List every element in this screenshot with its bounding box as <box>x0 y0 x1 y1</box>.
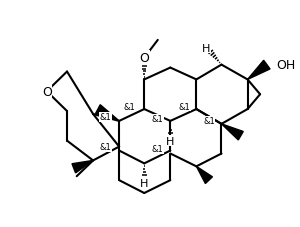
Text: &1: &1 <box>152 115 164 124</box>
Polygon shape <box>221 124 243 140</box>
Polygon shape <box>72 161 93 173</box>
Polygon shape <box>96 105 119 121</box>
Text: H: H <box>202 44 210 54</box>
Text: H: H <box>140 178 148 188</box>
Text: &1: &1 <box>100 113 112 122</box>
Text: &1: &1 <box>124 102 136 111</box>
Text: &1: &1 <box>179 102 191 111</box>
Text: &1: &1 <box>152 144 164 153</box>
Text: &1: &1 <box>100 143 112 151</box>
Text: H: H <box>166 136 175 146</box>
Text: O: O <box>139 52 149 65</box>
Text: &1: &1 <box>203 117 215 126</box>
Polygon shape <box>196 167 212 184</box>
Polygon shape <box>248 61 270 80</box>
Text: O: O <box>42 85 52 98</box>
Text: OH: OH <box>277 59 296 72</box>
